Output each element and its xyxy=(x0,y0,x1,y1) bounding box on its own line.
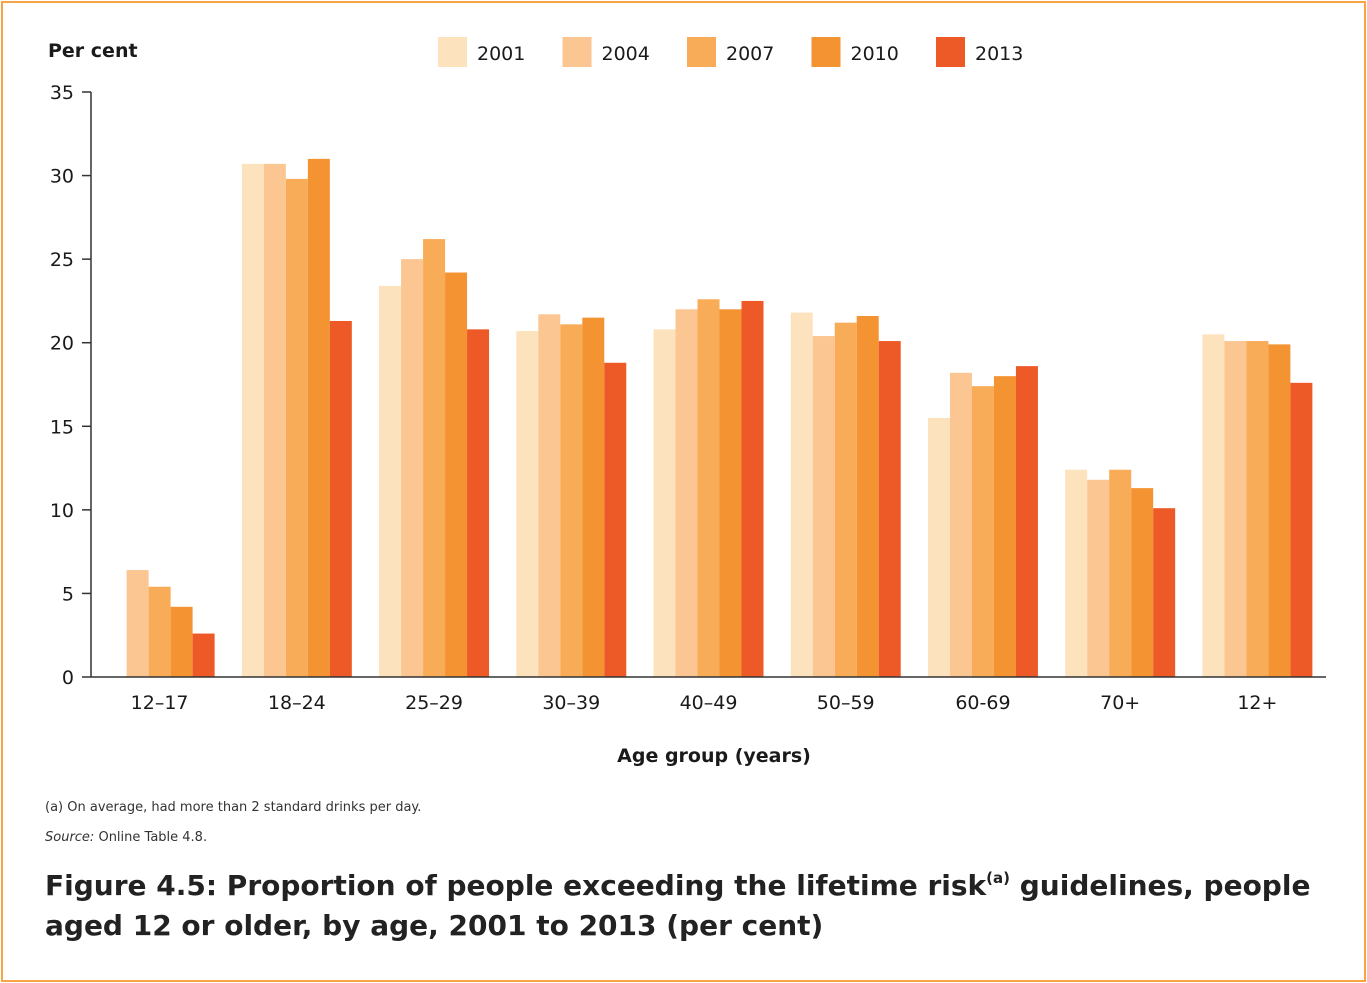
bar-2004-1 xyxy=(263,163,286,677)
footnote: (a) On average, had more than 2 standard… xyxy=(45,800,422,815)
bar-2001-5 xyxy=(790,312,813,677)
bar-2013-6 xyxy=(1015,366,1038,677)
bar-2007-3 xyxy=(560,324,583,677)
x-tick-label: 70+ xyxy=(1100,692,1140,714)
x-tick-label: 25–29 xyxy=(405,692,463,714)
x-tick-label: 12–17 xyxy=(131,692,189,714)
bar-2013-2 xyxy=(467,329,490,677)
bar-2001-7 xyxy=(1065,469,1088,677)
y-tick-label: 5 xyxy=(62,583,74,605)
bar-2010-6 xyxy=(993,376,1016,677)
bar-2007-8 xyxy=(1246,341,1269,677)
bar-2004-8 xyxy=(1224,341,1247,677)
x-tick-label: 18–24 xyxy=(268,692,326,714)
bar-2010-8 xyxy=(1268,344,1291,677)
y-tick-label: 30 xyxy=(50,166,74,188)
x-tick-label: 40–49 xyxy=(680,692,738,714)
bar-2004-3 xyxy=(538,314,561,677)
y-axis: 0 5 10 15 20 25 30 35 xyxy=(50,82,92,689)
legend-swatch-2007 xyxy=(687,37,716,67)
bar-2010-0 xyxy=(170,606,193,677)
caption-superscript: (a) xyxy=(986,869,1011,887)
bar-2001-1 xyxy=(241,163,264,677)
bar-2010-2 xyxy=(445,272,468,677)
bar-2004-7 xyxy=(1087,479,1110,677)
bar-2010-4 xyxy=(719,309,742,677)
legend-label-2001: 2001 xyxy=(477,43,525,65)
bar-2004-5 xyxy=(812,336,835,677)
bar-2001-2 xyxy=(379,285,402,677)
source-text: Online Table 4.8. xyxy=(94,830,208,845)
y-tick-label: 15 xyxy=(50,416,74,438)
caption-rest: guidelines, people aged 12 or older, by … xyxy=(45,869,1311,942)
bar-2001-3 xyxy=(516,331,539,677)
bar-2007-7 xyxy=(1109,469,1132,677)
y-tick-label: 25 xyxy=(50,249,74,271)
legend-swatch-2010 xyxy=(811,37,841,67)
bar-2007-6 xyxy=(971,386,994,677)
bar-2004-2 xyxy=(401,259,424,677)
x-tick-label: 30–39 xyxy=(542,692,600,714)
y-tick-label: 35 xyxy=(50,82,74,104)
bar-2013-0 xyxy=(192,633,215,677)
bar-2007-0 xyxy=(148,586,171,677)
bar-2004-4 xyxy=(675,309,698,677)
y-tick-label: 10 xyxy=(50,500,74,522)
bar-chart: 2001 2004 2007 2010 2013 0 5 10 15 20 25 30 35 12–1… xyxy=(48,37,1326,767)
figure-caption: Figure 4.5: Proportion of people exceedi… xyxy=(45,866,1335,946)
legend-swatch-2001 xyxy=(438,37,467,67)
source-note: Source: Online Table 4.8. xyxy=(45,830,207,845)
bar-2001-8 xyxy=(1202,334,1225,677)
bar-2013-7 xyxy=(1153,508,1176,677)
x-tick-label: 50–59 xyxy=(817,692,875,714)
source-label: Source: xyxy=(45,830,95,845)
bar-2013-1 xyxy=(329,320,352,677)
bars-group xyxy=(126,158,1313,678)
bar-2001-4 xyxy=(653,329,676,677)
bar-2007-5 xyxy=(834,322,857,677)
bar-2001-6 xyxy=(927,417,950,677)
x-tick-label: 60-69 xyxy=(955,692,1010,714)
bar-2007-4 xyxy=(697,299,720,677)
bar-2010-3 xyxy=(582,317,605,677)
bar-2004-0 xyxy=(126,570,149,677)
x-axis: 12–17 18–24 25–29 30–39 40–49 50–59 60-69 70+ 12… xyxy=(91,676,1326,714)
bar-2010-1 xyxy=(307,158,330,677)
y-tick-label: 0 xyxy=(62,667,74,689)
bar-2010-5 xyxy=(856,315,879,677)
bar-2013-8 xyxy=(1290,382,1313,677)
bar-2013-4 xyxy=(741,300,764,677)
legend-label-2013: 2013 xyxy=(975,43,1023,65)
bar-2007-2 xyxy=(423,239,446,678)
legend-label-2007: 2007 xyxy=(726,43,774,65)
y-tick-label: 20 xyxy=(50,333,74,355)
bar-2010-7 xyxy=(1131,488,1154,677)
legend-label-2004: 2004 xyxy=(602,43,650,65)
bar-2007-1 xyxy=(285,178,308,677)
legend-label-2010: 2010 xyxy=(851,43,899,65)
legend-swatch-2004 xyxy=(562,37,592,67)
bar-2004-6 xyxy=(949,372,972,677)
x-tick-label: 12+ xyxy=(1237,692,1277,714)
x-axis-label: Age group (years) xyxy=(617,745,811,767)
bar-2013-5 xyxy=(878,341,901,677)
bar-2013-3 xyxy=(604,362,627,677)
chart-legend: 2001 2004 2007 2010 2013 xyxy=(438,37,1023,67)
y-axis-label: Per cent xyxy=(48,40,138,62)
legend-swatch-2013 xyxy=(936,37,965,67)
caption-main: Figure 4.5: Proportion of people exceedi… xyxy=(45,869,987,902)
